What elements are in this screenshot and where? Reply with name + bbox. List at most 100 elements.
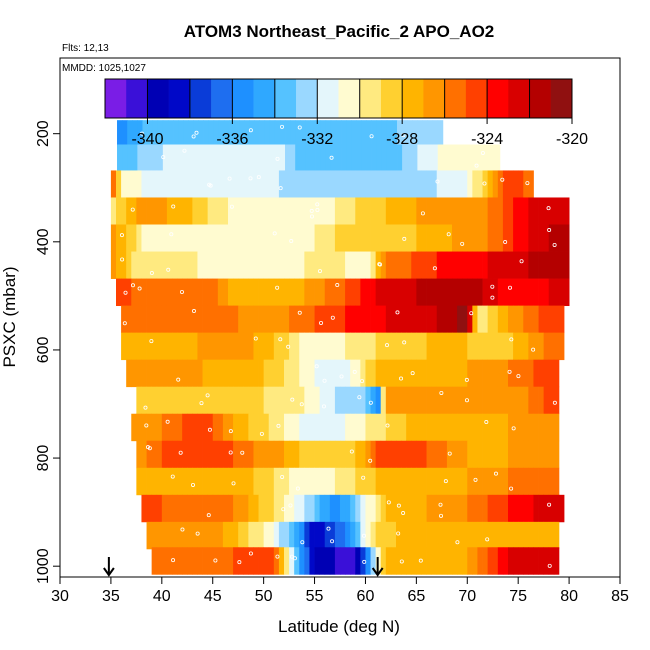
heat-cell bbox=[314, 197, 321, 225]
heat-cell bbox=[207, 305, 214, 334]
sample-point bbox=[213, 558, 218, 563]
heat-cell bbox=[446, 170, 453, 198]
heat-cell bbox=[390, 251, 397, 279]
heat-cell bbox=[477, 521, 483, 550]
heat-cell bbox=[497, 467, 504, 496]
heat-cell bbox=[161, 521, 168, 550]
heat-cell bbox=[248, 332, 254, 361]
heat-cell bbox=[273, 224, 280, 252]
heat-cell bbox=[273, 547, 280, 575]
heat-cell bbox=[396, 332, 402, 361]
heat-cell bbox=[319, 467, 326, 496]
sample-points bbox=[119, 124, 557, 568]
y-axis-label: PSXC (mbar) bbox=[0, 266, 19, 367]
heat-cell bbox=[533, 197, 539, 225]
x-tick-label: 55 bbox=[306, 588, 324, 605]
heat-cell bbox=[319, 197, 326, 225]
heat-cell bbox=[426, 386, 433, 415]
heat-cell bbox=[355, 224, 361, 252]
sample-point bbox=[546, 206, 551, 211]
sample-point bbox=[280, 124, 285, 129]
heat-cell bbox=[452, 521, 458, 550]
heat-cell bbox=[182, 332, 188, 361]
heat-cell bbox=[217, 547, 224, 575]
heat-cell bbox=[370, 197, 377, 225]
heat-cell bbox=[457, 467, 463, 496]
heat-cell bbox=[151, 494, 158, 523]
heat-cell bbox=[299, 197, 305, 225]
heat-cell bbox=[502, 251, 509, 279]
heat-cell bbox=[457, 251, 463, 279]
heat-cell bbox=[324, 521, 331, 550]
heat-cell bbox=[324, 224, 331, 252]
heat-cell bbox=[335, 144, 342, 172]
heat-cell bbox=[329, 224, 336, 252]
heat-cell bbox=[197, 224, 203, 252]
heat-cell bbox=[350, 467, 356, 496]
heat-cell bbox=[202, 494, 209, 523]
heat-cell bbox=[233, 197, 239, 225]
heat-cell bbox=[294, 197, 300, 225]
heat-cell bbox=[497, 521, 504, 550]
heat-cell bbox=[152, 120, 159, 148]
heat-cell bbox=[350, 305, 356, 334]
heat-cell bbox=[273, 197, 280, 225]
heat-cell bbox=[518, 440, 524, 469]
heat-cell bbox=[243, 467, 249, 496]
heat-cell bbox=[233, 170, 239, 198]
sample-point bbox=[259, 431, 264, 436]
heat-cell bbox=[426, 547, 433, 575]
heat-cell bbox=[319, 224, 326, 252]
heat-cell bbox=[217, 278, 224, 307]
heat-cell bbox=[548, 224, 555, 252]
heat-cell bbox=[314, 359, 321, 388]
heat-cell bbox=[416, 251, 422, 279]
heat-cell bbox=[182, 359, 188, 388]
heat-cell bbox=[492, 197, 499, 225]
heat-cell bbox=[416, 170, 422, 198]
heat-cell bbox=[278, 386, 285, 415]
heat-cell bbox=[334, 332, 341, 361]
heat-cell bbox=[370, 494, 377, 523]
heat-cell bbox=[375, 170, 382, 198]
sample-point bbox=[248, 176, 253, 181]
heat-cell bbox=[329, 467, 336, 496]
heat-cell bbox=[375, 386, 382, 415]
colorbar-swatch bbox=[487, 79, 509, 118]
heat-cell bbox=[345, 413, 351, 442]
heat-cell bbox=[406, 332, 412, 361]
heat-cell bbox=[126, 305, 132, 334]
heat-cell bbox=[482, 521, 489, 550]
heat-cell bbox=[416, 413, 422, 442]
heat-cell bbox=[172, 440, 178, 469]
heat-cell bbox=[156, 494, 163, 523]
sample-point bbox=[278, 186, 283, 191]
heat-cell bbox=[278, 547, 285, 575]
heat-cell bbox=[548, 278, 555, 307]
heat-cell bbox=[284, 197, 290, 225]
heat-cell bbox=[263, 197, 270, 225]
heat-cell bbox=[319, 359, 326, 388]
heat-cell bbox=[376, 144, 383, 172]
heat-cell bbox=[146, 278, 153, 307]
heat-cell bbox=[436, 467, 443, 496]
heat-cell bbox=[371, 144, 378, 172]
heat-cell bbox=[177, 413, 183, 442]
heat-cell bbox=[166, 521, 173, 550]
heat-cell bbox=[441, 494, 448, 523]
heat-cell bbox=[462, 305, 468, 334]
heat-cell bbox=[248, 359, 254, 388]
heat-cell bbox=[406, 278, 412, 307]
heat-cell bbox=[390, 521, 397, 550]
heat-cell bbox=[564, 251, 570, 279]
heat-cell bbox=[355, 251, 361, 279]
heat-cell bbox=[446, 494, 453, 523]
heat-cell bbox=[396, 359, 402, 388]
heat-cell bbox=[223, 144, 230, 172]
heat-cell bbox=[121, 197, 127, 225]
heat-cell bbox=[299, 359, 305, 388]
heat-cell bbox=[258, 359, 265, 388]
heat-cell bbox=[228, 197, 234, 225]
heat-cell bbox=[202, 305, 209, 334]
sample-point bbox=[165, 419, 170, 424]
